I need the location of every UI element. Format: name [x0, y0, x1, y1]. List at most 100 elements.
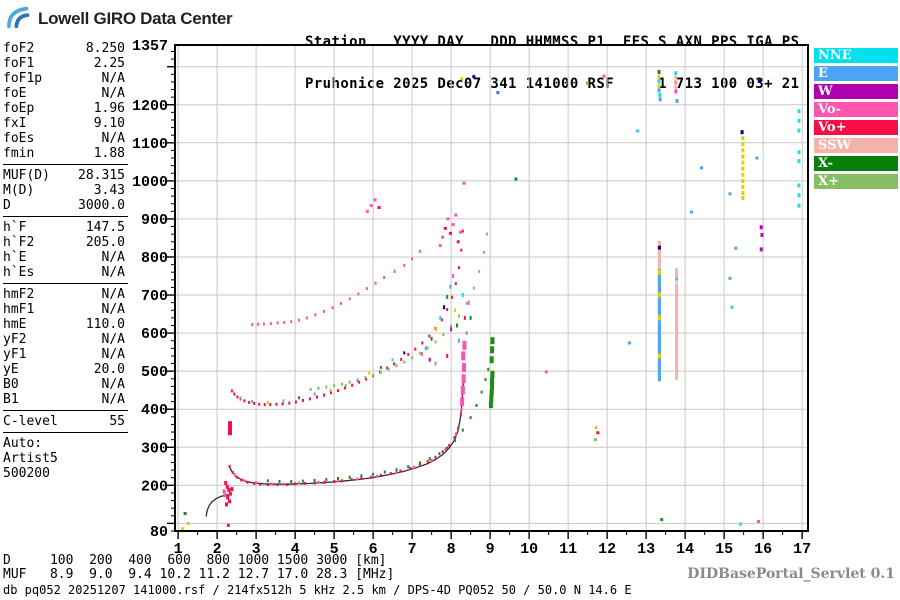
param-label: fxI [3, 116, 27, 131]
trace-o-cusp-spread [460, 340, 467, 407]
param-label: foE [3, 86, 27, 101]
param-value: 205.0 [85, 235, 125, 250]
param-row: foEs N/A [3, 131, 125, 146]
y-tick-label: 200 [141, 478, 168, 495]
param-label: 500200 [3, 466, 50, 481]
trace-artist-F-trace [228, 381, 464, 485]
logo-text: Lowell GIRO Data Center [38, 9, 233, 28]
x-tick-label: 11 [559, 541, 577, 558]
giro-logo[interactable]: Lowell GIRO Data Center [6, 4, 233, 34]
trace-strip-13-3-top [657, 70, 662, 102]
trace-o-echo-red [228, 384, 465, 487]
y-tick-label: 600 [141, 326, 168, 343]
giro-wave-icon [6, 4, 36, 34]
param-value: 1.88 [93, 146, 125, 161]
param-row: foF1 2.25 [3, 56, 125, 71]
param-label: MUF(D) [3, 168, 50, 183]
x-tick-label: 14 [676, 541, 694, 558]
plot-frame [174, 44, 809, 532]
panel-divider [3, 216, 128, 217]
panel-divider [3, 410, 128, 411]
param-label: B1 [3, 392, 19, 407]
param-value: 3000.0 [78, 198, 125, 213]
param-value: N/A [101, 332, 125, 347]
param-row: D 3000.0 [3, 198, 125, 213]
param-row: yF1 N/A [3, 347, 125, 362]
param-value: 20.0 [93, 362, 125, 377]
param-row: h`F2 205.0 [3, 235, 125, 250]
status-line: db pq052 20251207 141000.rsf / 214fx512h… [3, 583, 632, 597]
y-tick-label: 1357 [132, 38, 168, 55]
param-label: yF1 [3, 347, 27, 362]
param-value: 110.0 [85, 317, 125, 332]
param-value: 28.315 [78, 168, 125, 183]
legend-item-Vo-: Vo- [814, 102, 898, 117]
y-tick-label: 1200 [132, 98, 168, 115]
x-tick-label: 1 [174, 541, 183, 558]
y-tick-label: 900 [141, 212, 168, 229]
x-axis-labels: 1 2 3 4 5 6 7 8 9 10 11 12 13 14 15 16 17 [174, 541, 812, 558]
param-label: foF1 [3, 56, 35, 71]
param-label: h`E [3, 250, 27, 265]
param-value: 8.250 [85, 41, 125, 56]
param-label: foF1p [3, 71, 43, 86]
param-label: foEs [3, 131, 35, 146]
param-value: N/A [101, 377, 125, 392]
param-label: hmF2 [3, 287, 35, 302]
y-tick-label: 500 [141, 364, 168, 381]
legend-item-NNE: NNE [814, 48, 898, 63]
trace-o-echo-pink [233, 390, 464, 486]
trace-x-echo [266, 367, 490, 483]
param-value: 3.43 [93, 183, 125, 198]
param-value: N/A [101, 265, 125, 280]
trace-spread-noise [420, 274, 472, 366]
x-tick-label: 13 [637, 541, 655, 558]
y-tick-label: 80 [150, 524, 168, 541]
x-tick-label: 2 [213, 541, 222, 558]
param-row: Artist5 [3, 451, 125, 466]
x-tick-label: 4 [291, 541, 300, 558]
x-tick-label: 15 [715, 541, 733, 558]
param-row: Auto: [3, 436, 125, 451]
axis-ticks [167, 50, 803, 539]
param-label: foEp [3, 101, 35, 116]
trace-e-region-echo [222, 481, 234, 507]
param-label: B0 [3, 377, 19, 392]
param-row: yF2 N/A [3, 332, 125, 347]
dmuf-table: D 100 200 400 600 800 1000 1500 3000 [km… [3, 553, 395, 582]
param-label: foF2 [3, 41, 35, 56]
trace-strip-13-8-salmon [675, 268, 679, 380]
legend-item-W: W [814, 84, 898, 99]
y-tick-label: 1100 [132, 136, 168, 153]
echo-direction-legend: NNE E W Vo- Vo+ SSW X- X+ [814, 48, 898, 192]
param-label: Artist5 [3, 451, 58, 466]
trace-x-cusp-column [488, 337, 495, 409]
param-value: N/A [101, 71, 125, 86]
y-tick-label: 400 [141, 402, 168, 419]
param-row: B1 N/A [3, 392, 125, 407]
y-tick-label: 1000 [132, 174, 168, 191]
param-value: N/A [101, 347, 125, 362]
param-label: h`F2 [3, 235, 35, 250]
legend-item-Vo+: Vo+ [814, 120, 898, 135]
trace-red-dash [228, 421, 232, 436]
trace-column-16-9-cyan [797, 109, 801, 208]
param-row: MUF(D) 28.315 [3, 168, 125, 183]
param-value: N/A [101, 302, 125, 317]
legend-item-E: E [814, 66, 898, 81]
param-value: N/A [101, 250, 125, 265]
header-values-line: Pruhonice 2025 Dec07 341 141000 RSF 1 71… [305, 76, 800, 92]
param-value: N/A [101, 131, 125, 146]
param-value: 55 [109, 414, 125, 429]
param-label: D [3, 198, 11, 213]
servlet-version-label: DIDBasePortal_Servlet 0.1 [687, 566, 895, 582]
param-row: B0 N/A [3, 377, 125, 392]
param-row: M(D) 3.43 [3, 183, 125, 198]
param-value: 9.10 [93, 116, 125, 131]
param-value: N/A [101, 287, 125, 302]
x-tick-label: 10 [520, 541, 538, 558]
trace-band-noise [239, 351, 406, 404]
x-tick-label: 7 [408, 541, 417, 558]
param-row: foE N/A [3, 86, 125, 101]
trace-high-oblique-trace [251, 249, 421, 327]
